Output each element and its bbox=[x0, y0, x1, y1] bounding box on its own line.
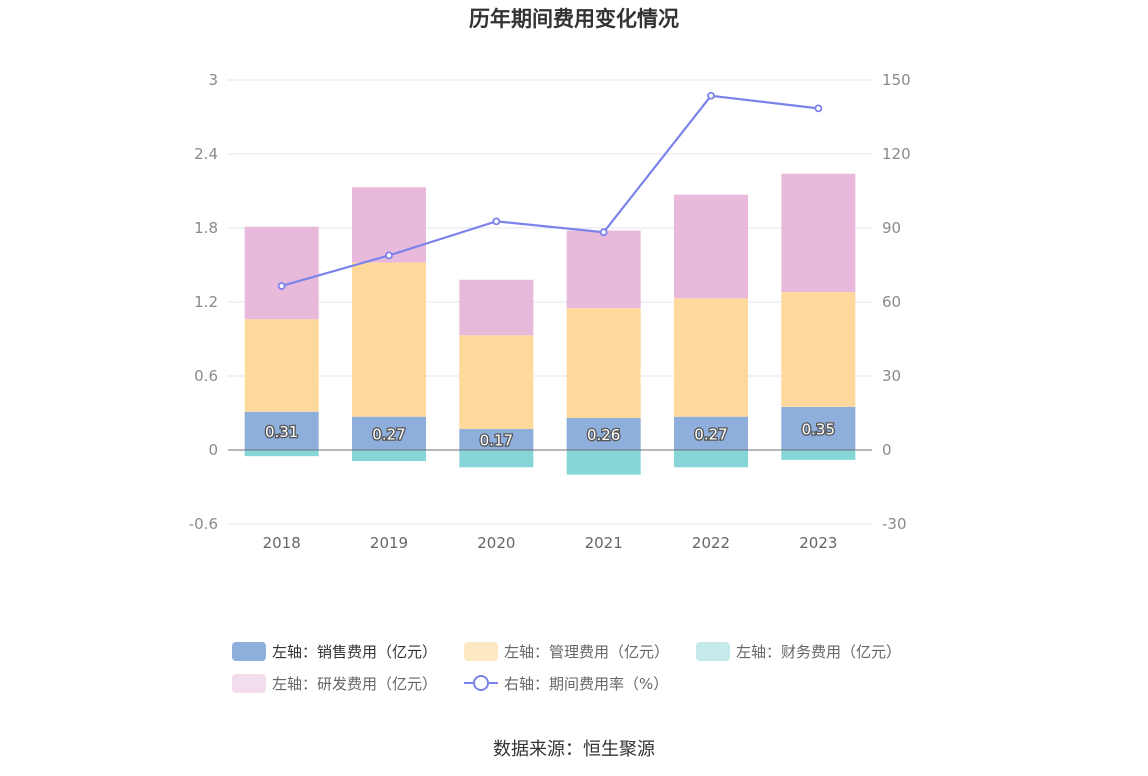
bar-segment[interactable] bbox=[459, 335, 534, 430]
line-series bbox=[277, 91, 823, 290]
bar-segment[interactable] bbox=[244, 319, 319, 412]
legend-swatch bbox=[464, 642, 498, 661]
right-axis: -30 0 30 60 90 120 150 bbox=[882, 71, 911, 533]
bar-segment[interactable] bbox=[674, 298, 748, 417]
bar-segment[interactable] bbox=[352, 450, 426, 462]
bar-value-label: 0.35 bbox=[802, 420, 835, 438]
right-tick-label: 60 bbox=[882, 293, 901, 311]
legend-item[interactable]: 左轴：管理费用（亿元） bbox=[464, 642, 669, 661]
bar-data-labels: 0.31 0.27 0.17 0.26 0.27 0.35 bbox=[264, 419, 837, 451]
line-point[interactable] bbox=[599, 228, 608, 237]
bar-segment[interactable] bbox=[781, 292, 856, 407]
right-tick-label: -30 bbox=[882, 515, 907, 533]
line-point[interactable] bbox=[385, 251, 393, 260]
line-point[interactable] bbox=[492, 217, 501, 226]
bar-value-label: 0.31 bbox=[265, 423, 298, 441]
left-tick-label: -0.6 bbox=[189, 515, 218, 533]
legend-label: 左轴：研发费用（亿元） bbox=[272, 675, 437, 693]
legend-label: 左轴：管理费用（亿元） bbox=[504, 643, 669, 661]
left-tick-label: 2.4 bbox=[194, 145, 218, 163]
x-tick-label: 2021 bbox=[585, 534, 623, 552]
bar-segment[interactable] bbox=[244, 411, 319, 450]
legend[interactable]: 左轴：销售费用（亿元） 左轴：管理费用（亿元） 左轴：财务费用（亿元） 左轴：研发费用… bbox=[232, 642, 901, 693]
right-tick-label: 150 bbox=[882, 71, 911, 89]
x-tick-label: 2022 bbox=[692, 534, 730, 552]
legend-label: 左轴：销售费用（亿元） bbox=[272, 643, 437, 661]
x-tick-label: 2019 bbox=[370, 534, 408, 552]
bar-segment[interactable] bbox=[566, 308, 641, 418]
bar-segment[interactable] bbox=[352, 187, 426, 263]
left-axis: -0.6 0 0.6 1.2 1.8 2.4 3 bbox=[189, 71, 218, 533]
line-path bbox=[281, 94, 819, 288]
legend-swatch bbox=[232, 642, 266, 661]
line-point[interactable] bbox=[707, 91, 715, 100]
bar-value-label: 0.26 bbox=[587, 426, 620, 444]
legend-label: 右轴：期间费用率（%） bbox=[504, 675, 668, 693]
legend-item[interactable]: 左轴：财务费用（亿元） bbox=[696, 642, 901, 661]
bar-segment[interactable] bbox=[459, 279, 534, 336]
line-point[interactable] bbox=[814, 104, 823, 113]
bars bbox=[244, 173, 856, 475]
bar-segment[interactable] bbox=[352, 416, 426, 450]
left-tick-label: 1.2 bbox=[194, 293, 218, 311]
bar-segment[interactable] bbox=[674, 450, 748, 468]
source-note: 数据来源：恒生聚源 bbox=[493, 739, 655, 760]
bar-segment[interactable] bbox=[781, 406, 856, 450]
legend-marker bbox=[473, 675, 489, 691]
bar-segment[interactable] bbox=[244, 450, 319, 457]
left-tick-label: 0.6 bbox=[194, 367, 218, 385]
right-tick-label: 120 bbox=[882, 145, 911, 163]
legend-swatch bbox=[696, 642, 730, 661]
legend-label: 左轴：财务费用（亿元） bbox=[736, 643, 901, 661]
bar-segment[interactable] bbox=[244, 226, 319, 320]
legend-item[interactable]: 右轴：期间费用率（%） bbox=[464, 675, 668, 693]
chart-title: 历年期间费用变化情况 bbox=[469, 7, 679, 31]
left-tick-label: 1.8 bbox=[194, 219, 218, 237]
bar-segment[interactable] bbox=[566, 230, 641, 309]
right-tick-label: 30 bbox=[882, 367, 901, 385]
x-tick-label: 2023 bbox=[799, 534, 837, 552]
bar-segment[interactable] bbox=[781, 173, 856, 293]
bar-segment[interactable] bbox=[781, 450, 856, 460]
x-tick-label: 2018 bbox=[263, 534, 301, 552]
bar-segment[interactable] bbox=[674, 416, 748, 450]
bar-segment[interactable] bbox=[352, 262, 426, 417]
bar-value-label: 0.17 bbox=[480, 432, 513, 450]
bar-segment[interactable] bbox=[566, 417, 641, 450]
bar-value-label: 0.27 bbox=[372, 425, 405, 443]
grid-lines bbox=[228, 79, 872, 525]
bar-value-label: 0.27 bbox=[694, 425, 727, 443]
legend-swatch bbox=[232, 674, 266, 693]
legend-item[interactable]: 左轴：销售费用（亿元） bbox=[232, 642, 437, 661]
bar-segment[interactable] bbox=[566, 450, 641, 475]
x-axis: 2018 2019 2020 2021 2022 2023 bbox=[263, 534, 838, 552]
x-tick-label: 2020 bbox=[477, 534, 515, 552]
left-tick-label: 0 bbox=[208, 441, 218, 459]
bar-segment[interactable] bbox=[459, 450, 534, 468]
bar-segment[interactable] bbox=[674, 194, 748, 299]
right-tick-label: 0 bbox=[882, 441, 892, 459]
line-point[interactable] bbox=[277, 282, 286, 290]
legend-item[interactable]: 左轴：研发费用（亿元） bbox=[232, 674, 437, 693]
right-tick-label: 90 bbox=[882, 219, 901, 237]
bar-segment[interactable] bbox=[459, 429, 534, 450]
left-tick-label: 3 bbox=[208, 71, 218, 89]
